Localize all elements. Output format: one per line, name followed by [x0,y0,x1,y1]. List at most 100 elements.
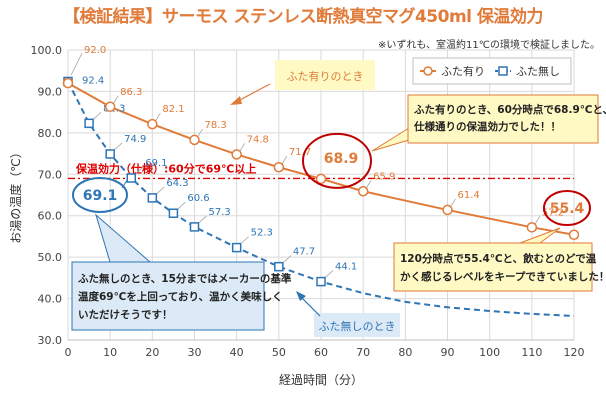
data-label-leader [534,216,541,225]
marker-with-lid [357,186,369,197]
y-tick-label: 30.0 [38,334,63,347]
data-label-without-lid: 69.1 [145,158,167,169]
marker-without-lid [189,222,200,232]
marker-without-lid [316,276,326,287]
callout-120min-box [393,242,593,292]
data-label-without-lid: 74.9 [124,134,146,145]
highlight-ellipse-60min [302,132,372,189]
y-tick-label: 50.0 [38,251,63,264]
highlight-value-15min: 69.1 [83,188,118,204]
x-tick-label: 80 [398,346,412,359]
with-lid-tag-arrowhead [230,96,242,105]
highlight-15min-leader [121,179,128,189]
data-label-leader [239,143,246,152]
x-tick-label: 50 [272,346,286,359]
callout-no-lid-box [71,261,265,331]
without-lid-tag-arrow [299,295,321,317]
y-tick-label: 40.0 [38,293,63,306]
callout-120min-text: 120分時点で55.4℃と、飲むとのどで温 [400,252,597,265]
marker-with-lid [189,134,200,146]
data-label-with-lid: 65.9 [373,171,395,182]
chart-title: 【検証結果】サーモス ステンレス断熱真空マグ450ml 保温効力 [63,7,543,27]
x-tick-label: 40 [230,346,244,359]
marker-with-lid [231,149,242,160]
x-tick-label: 120 [564,346,585,359]
data-label-leader [70,52,83,76]
callout-60min-pointer [371,127,410,152]
data-label-with-lid: 71.7 [289,147,311,158]
x-tick-label: 90 [441,346,455,359]
data-label-leader [450,198,456,208]
legend-marker-without-lid [498,66,508,76]
data-label-with-lid: 78.3 [205,120,227,131]
y-tick-label: 60.0 [38,210,63,223]
callout-no-lid-pointer [95,213,152,263]
data-label-leader [281,156,288,165]
data-label-with-lid: 57.2 [542,207,564,218]
marker-with-lid [315,173,327,185]
y-tick-label: 90.0 [38,85,63,98]
without-lid-tag-bg [314,313,400,337]
data-label-leader [365,180,372,189]
y-tick-label: 100.0 [31,44,63,57]
highlight-ellipse-120min [543,190,591,226]
highlight-value-60min: 68.9 [324,151,359,167]
x-axis-label: 経過時間（分） [279,373,363,387]
highlight-ellipse-15min [72,177,128,213]
x-tick-label: 10 [103,346,117,359]
data-label-leader [154,112,161,122]
x-tick-label: 70 [356,346,370,359]
marker-without-lid [231,242,242,253]
with-lid-tag: ふた有りのとき [287,69,364,83]
series-line-without-lid [67,81,575,317]
y-tick-label: 80.0 [38,127,63,140]
data-label-with-lid: 74.8 [247,134,269,145]
x-tick-label: 60 [314,346,328,359]
legend-marker-with-lid [423,66,433,76]
marker-with-lid [442,204,453,216]
with-lid-tag-arrow [235,83,271,103]
marker-without-lid [168,208,179,218]
callout-120min-pointer [519,227,561,244]
data-label-without-lid: 92.4 [82,75,104,86]
data-label-without-lid: 52.3 [251,228,273,239]
data-label-leader [112,95,119,104]
data-label-without-lid: 64.3 [166,178,188,189]
callout-no-lid-text: いただけそうです！ [78,309,173,321]
y-axis-label: お湯の温度（℃） [8,146,23,243]
marker-with-lid [104,101,116,113]
data-label-without-lid: 44.1 [335,262,357,273]
callout-120min-text: かく感じるレベルをキープできていました！ [400,270,606,283]
without-lid-tag: ふた無しのとき [319,319,396,333]
x-tick-label: 0 [65,346,72,359]
marker-with-lid [568,229,580,241]
marker-with-lid [273,161,285,173]
callout-60min-text: 仕様通りの保温効力でした！！ [413,120,561,133]
test-condition-note: ※いずれも、室温約11℃の環境で検証しました。 [377,40,600,51]
callout-no-lid-text: ふた無しのとき、15分まではメーカーの基準 [78,272,292,285]
x-tick-label: 30 [188,346,202,359]
x-tick-label: 100 [479,346,500,359]
legend-box [412,57,572,85]
callout-60min-box [407,94,599,144]
data-label-without-lid: 57.3 [209,207,231,218]
data-label-with-lid: 92.0 [84,45,106,56]
x-tick-label: 20 [145,346,159,359]
marker-without-lid [105,149,115,159]
marker-with-lid [526,222,538,233]
data-label-without-lid: 60.6 [187,193,209,204]
marker-without-lid [84,118,94,129]
callout-60min-text: ふた有りのとき、60分時点で68.9℃と、 [414,103,606,116]
data-label-with-lid: 82.1 [162,104,184,115]
legend-label-without-lid: ふた無し [516,64,560,78]
marker-without-lid [126,173,136,183]
data-label-without-lid: 47.7 [293,247,315,258]
marker-with-lid [147,118,158,130]
marker-without-lid [147,193,158,203]
with-lid-tag-bg [275,60,375,90]
reference-line-label: 保温効力（仕様）:60分で69℃以上 [75,161,256,175]
data-label-leader [197,128,203,138]
legend-label-with-lid: ふた有り [441,64,485,78]
callout-no-lid-text: 温度69℃を上回っており、温かく美味しく [78,290,283,303]
